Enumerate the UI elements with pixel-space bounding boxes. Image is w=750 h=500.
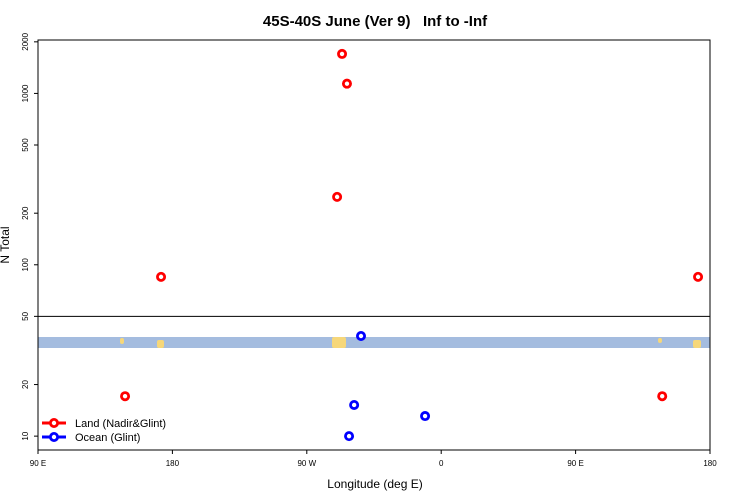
legend-label: Ocean (Glint) [75, 432, 140, 444]
x-tick-label: 90 E [30, 459, 46, 468]
data-point [349, 399, 360, 410]
map-land [658, 338, 662, 343]
data-point [356, 331, 367, 342]
y-tick-label: 100 [21, 258, 30, 272]
data-point [337, 48, 348, 59]
map-land [693, 340, 701, 348]
y-tick-label: 1000 [21, 84, 30, 102]
y-tick-label: 50 [21, 311, 30, 320]
x-tick-label: 0 [439, 459, 444, 468]
chart-title: 45S-40S June (Ver 9) Inf to -Inf [263, 13, 488, 30]
y-tick-label: 10 [21, 431, 30, 440]
y-tick-label: 500 [21, 138, 30, 152]
legend-marker [49, 431, 60, 442]
data-point [420, 411, 431, 422]
map-land [157, 340, 164, 348]
data-point [344, 431, 355, 442]
y-tick-label: 2000 [21, 32, 30, 50]
x-tick-label: 90 E [567, 459, 583, 468]
map-strip [38, 337, 710, 348]
data-point [120, 391, 131, 402]
plot-frame [37, 39, 711, 451]
data-point [156, 271, 167, 282]
y-tick-label: 20 [21, 380, 30, 389]
map-land [332, 337, 346, 348]
x-tick-label: 90 W [297, 459, 316, 468]
map-land [120, 338, 124, 344]
data-point [332, 191, 343, 202]
data-point [341, 78, 352, 89]
x-axis-label: Longitude (deg E) [327, 477, 422, 491]
y-tick-label: 200 [21, 206, 30, 220]
x-tick-label: 180 [703, 459, 717, 468]
x-tick-label: 180 [166, 459, 180, 468]
legend-marker [49, 417, 60, 428]
data-point [657, 391, 668, 402]
y-axis-label: N Total [0, 226, 12, 263]
data-point [693, 271, 704, 282]
legend-label: Land (Nadir&Glint) [75, 418, 166, 430]
